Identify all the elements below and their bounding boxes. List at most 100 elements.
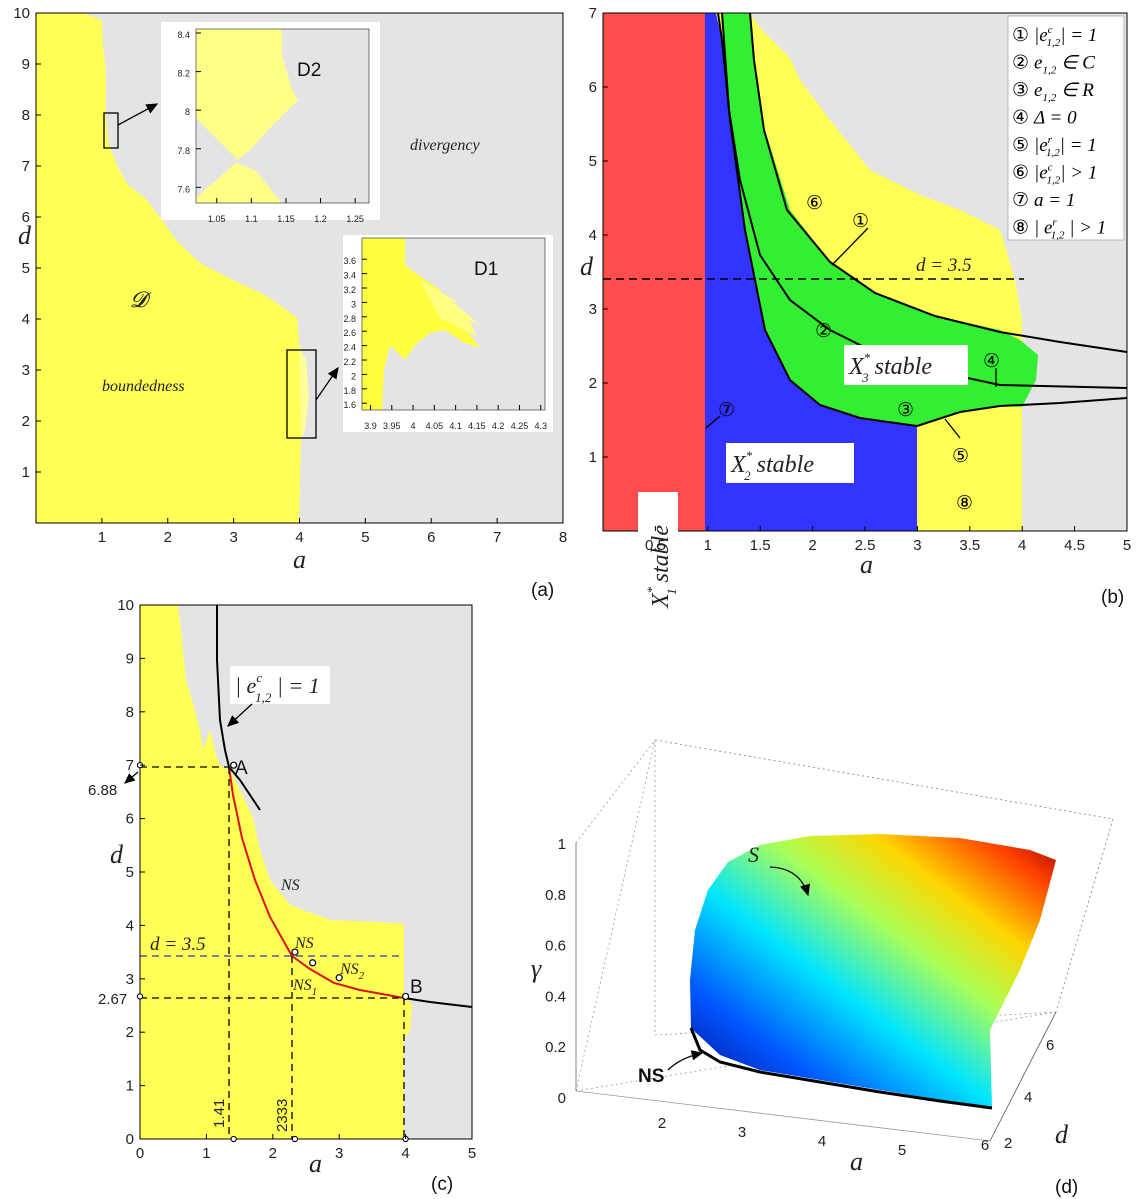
panel-b-x-tick-label: 5 [1123, 537, 1131, 554]
panel-b-x-tick-label: 0.5 [645, 537, 666, 554]
region-x2-stable [705, 13, 917, 531]
curve-mark-2: ② [815, 321, 832, 342]
panel-a-y-tick-label: 1 [22, 464, 30, 481]
inset-d1-y-tick-label: 2.8 [343, 314, 356, 324]
panel-b-y-tick-label: 4 [589, 227, 597, 244]
arrow-to-d2 [117, 103, 159, 126]
inset-d2-y-tick-label: 8.4 [177, 30, 190, 40]
point-label-b: B [410, 977, 423, 998]
panel-b-x-tick-label: 2 [808, 537, 816, 554]
panel-c-bounded-region [140, 605, 412, 1139]
inset-d2-x-tick-label: 1.15 [277, 214, 295, 224]
inset-d1-y-tick-label: 3.6 [343, 256, 356, 266]
panel-d-a-tick-label: 2 [658, 1115, 666, 1132]
panel-c-y-tick-label: 1 [126, 1078, 134, 1095]
axis-marker [230, 1135, 237, 1143]
inset-d1-y-tick-label: 3.4 [343, 271, 356, 281]
panel-a-y-tick-label: 10 [13, 5, 30, 22]
inset-d1-x-tick-label: 4.3 [534, 421, 547, 431]
ns-point-label: NS [294, 935, 314, 952]
ns1-label: NS1 [292, 977, 317, 998]
panel-b-y-tick-label: 1 [589, 449, 597, 466]
legend-entry-6: |ec 1,2| > 1 [1034, 162, 1097, 187]
panel-b-xlabel: a [860, 550, 873, 579]
panel-d-a-tick-label: 6 [981, 1137, 989, 1154]
panel-d-d-tick-label: 2 [1004, 1135, 1012, 1152]
panel-d-gamma-tick-label: 0.4 [545, 988, 566, 1005]
inset-d1-x-tick-label: 3.9 [364, 421, 377, 431]
point-b [402, 992, 410, 1001]
panel-c-xlabel: a [309, 1149, 322, 1178]
panel-b-x-tick-label: 2.5 [855, 537, 876, 554]
svg-text:X*1 stable: X* 1 stable [644, 525, 679, 609]
panel-a-bounded-region [36, 13, 301, 523]
inset-d1: D1 3.9 3.95 4 4.05 4.1 4.15 4.2 4.25 4.3 1.6 1.8 2 2… [343, 235, 553, 432]
svg-text:①: ① [852, 211, 869, 232]
inset-d1-spikes [420, 280, 480, 336]
ec-curve-label: | ec 1,2 | = 1 [227, 666, 330, 727]
axis-marker [291, 1135, 299, 1143]
ns-curve-label: NS [280, 877, 300, 894]
curve-mark-5: ⑤ [944, 418, 969, 467]
panel-b-x-tick-label: 4.5 [1064, 537, 1085, 554]
panel-a-x-tick-label: 7 [493, 529, 501, 546]
panel-a-x-tick-label: 1 [98, 529, 106, 546]
panel-a-y-tick-label: 2 [22, 413, 30, 430]
panel-d-gamma-tick-label: 0.6 [545, 938, 566, 955]
panel-a-x-tick-label: 2 [164, 529, 172, 546]
panel-c-ylabel: d [110, 840, 124, 869]
inset-d2-title: D2 [297, 60, 321, 81]
inset-d2: D2 1.05 1.1 1.15 1.2 1.25 7.6 7.8 8 8.2 8.4 [161, 22, 380, 224]
inset-d1-y-tick-label: 1.8 [343, 386, 356, 396]
svg-text:⑦: ⑦ [718, 400, 735, 421]
panel-b-y-tick-label: 7 [589, 5, 597, 22]
panel-d-ns-edge [689, 1027, 993, 1110]
panel-d: S NS 0 0.2 0.4 0.6 0.8 1 2 3 4 5 6 2 4 6 γ a d (d) [531, 739, 1114, 1198]
panel-a-y-tick-label: 7 [22, 158, 30, 175]
curve-mark-8: ⑧ [956, 493, 973, 514]
panel-a-x-tick-label: 6 [427, 529, 435, 546]
panel-b-x-tick-label: 4 [1018, 537, 1026, 554]
panel-d-a-tick-label: 5 [898, 1142, 906, 1159]
panel-d-gamma-tick-label: 1 [558, 836, 566, 853]
panel-c-x-tick-label: 2 [269, 1145, 277, 1162]
curve-mark-3: ③ [897, 400, 914, 421]
inset-d2-x-tick-label: 1.1 [245, 214, 258, 224]
panel-label-c: (c) [431, 1174, 453, 1195]
legend-entry-4: Δ = 0 [1033, 108, 1077, 129]
panel-a-y-tick-label: 5 [22, 260, 30, 277]
inset-d2-lower-region [196, 163, 282, 203]
line-ns-curve [228, 766, 405, 999]
inset-d1-y-tick-label: 2.4 [343, 343, 356, 353]
panel-c-y-tick-label: 8 [126, 704, 134, 721]
legend-marker-4: ④ [1012, 108, 1029, 129]
panel-c-y-tick-label: 5 [126, 864, 134, 881]
panel-c-y-tick-label: 3 [126, 971, 134, 988]
legend-entry-8: | er 1,2 | > 1 [1034, 217, 1106, 242]
line-ec-tail [403, 997, 473, 1008]
line-ec-boundary [216, 605, 261, 811]
panel-b-x-tick-label: 3 [913, 537, 921, 554]
curve-mark-4: ④ [983, 351, 1000, 387]
inset-d2-y-tick-label: 8.2 [177, 69, 190, 79]
line-curve-2 [721, 12, 1128, 389]
inset-d1-x-tick-label: 4.15 [468, 421, 486, 431]
panel-c-x-tick-label: 5 [468, 1145, 476, 1162]
panel-c-x-tick-label: 1 [202, 1145, 210, 1162]
svg-text:| ec1,2 | = 1: | ec 1,2 | = 1 [235, 670, 320, 705]
legend-marker-6: ⑥ [1012, 163, 1029, 184]
inset-d2-axes [195, 28, 370, 204]
panel-a-x-tick-label: 8 [559, 529, 567, 546]
panel-d-gamma-tick-label: 0 [558, 1090, 566, 1107]
inset-d2-y-tick-label: 7.8 [177, 146, 190, 156]
panel-a-region-boundedness: boundedness [102, 378, 185, 395]
panel-a-x-tick-label: 5 [361, 529, 369, 546]
legend-entry-1: |ec 1,2| = 1 [1034, 24, 1097, 49]
svg-text:⑤: ⑤ [952, 446, 969, 467]
panel-b-x-tick-label: 3.5 [959, 537, 980, 554]
label-x1-stable: X* 1 stable [638, 492, 679, 614]
legend-entry-2: e1,2 ∈ C [1034, 53, 1095, 77]
svg-text:NS: NS [638, 1066, 664, 1087]
panel-a: 1 2 3 4 5 6 7 8 1 2 3 4 5 6 7 8 9 10 𝓓 boundedness diver… [13, 5, 567, 601]
legend-marker-7: ⑦ [1012, 190, 1029, 211]
